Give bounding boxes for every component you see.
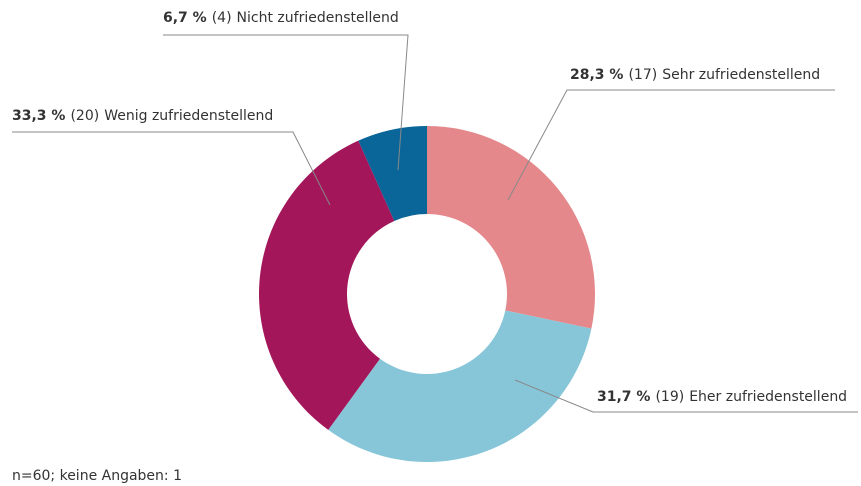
donut-segment — [427, 126, 595, 329]
note: n=60; keine Angaben: 1 — [12, 468, 182, 484]
count-label: (19) — [655, 389, 684, 405]
segment-label: 28,3 % (17) Sehr zufriedenstellend — [570, 67, 820, 83]
count-label: (4) — [212, 10, 232, 26]
donut-segment — [258, 140, 395, 430]
value-label: 6,7 % — [163, 10, 207, 26]
segment-label: 33,3 % (20) Wenig zufriedenstellend — [12, 108, 273, 124]
value-label: 28,3 % — [570, 67, 623, 83]
value-label: 33,3 % — [12, 108, 65, 124]
leader-line — [12, 131, 331, 206]
category-label: Sehr zufriedenstellend — [662, 67, 820, 83]
value-label: 31,7 % — [597, 389, 650, 405]
count-label: (17) — [628, 67, 657, 83]
donut-segment — [358, 126, 427, 221]
leader-line — [514, 379, 858, 413]
category-label: Eher zufriedenstellend — [689, 389, 847, 405]
count-label: (20) — [70, 108, 99, 124]
category-label: Nicht zufriedenstellend — [237, 10, 399, 26]
leader-line — [163, 34, 409, 171]
segment-label: 31,7 % (19) Eher zufriedenstellend — [597, 389, 847, 405]
category-label: Wenig zufriedenstellend — [104, 108, 273, 124]
segment-label: 6,7 % (4) Nicht zufriedenstellend — [163, 10, 399, 26]
donut-segment — [328, 310, 592, 462]
leader-line — [507, 89, 835, 201]
